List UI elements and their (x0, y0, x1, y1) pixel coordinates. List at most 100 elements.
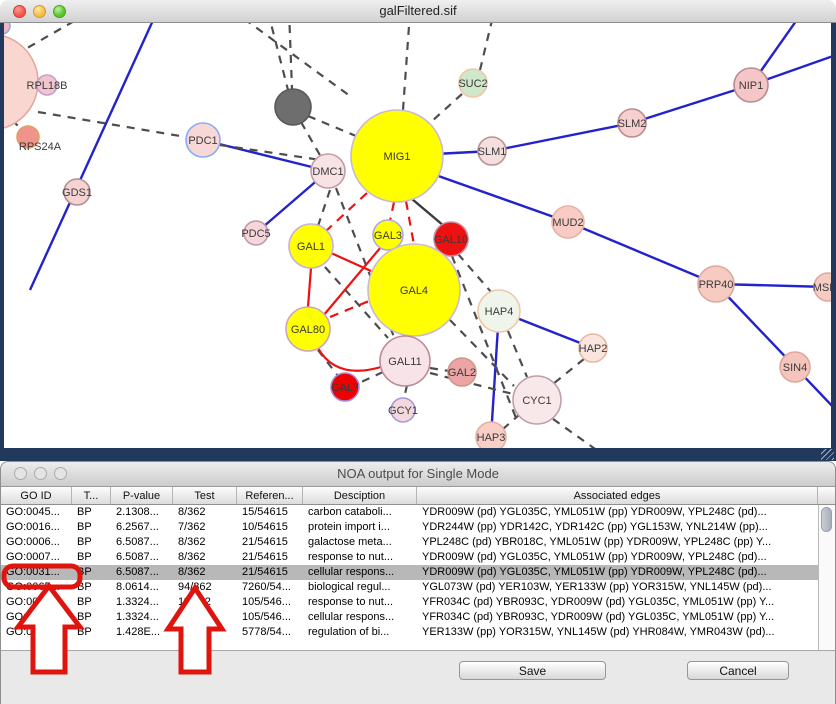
cell-p-value[interactable]: 6.2567... (116, 521, 159, 533)
cell-reference[interactable]: 105/546... (242, 596, 291, 608)
network-node-gal11[interactable] (379, 335, 431, 387)
table-row[interactable]: GO:0031... BP 6.5087... 8/362 21/54615 cellul… (1, 565, 818, 580)
cell-description[interactable]: cellular respons... (308, 566, 395, 578)
cell-description[interactable]: regulation of bi... (308, 626, 390, 638)
cancel-button[interactable]: Cancel (687, 661, 789, 680)
cell-edges[interactable]: YDR009W (pd) YGL035C, YML051W (pp) YDR00… (422, 506, 767, 518)
table-row[interactable]: GO:0031... BP 1.3324... 11/362 105/546... res… (1, 595, 818, 610)
cell-p-value[interactable]: 1.3324... (116, 596, 159, 608)
network-node-slm1[interactable] (477, 136, 507, 166)
column-header-associated-edges[interactable]: Associated edges (417, 487, 818, 504)
cell-edges[interactable]: YDR009W (pd) YGL035C, YML051W (pp) YDR00… (422, 551, 767, 563)
network-node-gcy1[interactable] (390, 397, 416, 423)
cell-description[interactable]: response to nut... (308, 551, 393, 563)
cell-type[interactable]: BP (77, 521, 92, 533)
network-node-hap2[interactable] (578, 333, 608, 363)
network-node-msn[interactable] (813, 272, 836, 302)
network-edge[interactable] (37, 110, 187, 139)
network-node-mud2[interactable] (551, 205, 585, 239)
cell-test[interactable]: 8/362 (178, 566, 206, 578)
table-row[interactable]: GO:0050... BP 1.428E... 80/362 5778/54... reg… (1, 625, 818, 640)
minimize-button[interactable] (33, 5, 46, 18)
network-edge[interactable] (219, 143, 342, 165)
network-node-pdc1[interactable] (185, 122, 221, 158)
cell-test[interactable]: 11/362 (178, 611, 211, 623)
table-row[interactable]: GO:0006... BP 6.5087... 8/362 21/54615 galact… (1, 535, 818, 550)
column-header-description[interactable]: Desciption (303, 487, 417, 504)
table-row[interactable]: GO:0007... BP 6.5087... 8/362 21/54615 respon… (1, 550, 818, 565)
cell-go-id[interactable]: GO:0016... (6, 521, 60, 533)
scrollbar-thumb[interactable] (821, 507, 832, 532)
vertical-scrollbar[interactable] (818, 505, 835, 650)
network-edge[interactable] (506, 330, 529, 378)
network-edge[interactable] (287, 9, 294, 90)
network-canvas[interactable]: RPL18B RPS24A GDS1 PDC1 DMC1 MIG1 SUC2 SLM1 SLM2… (0, 9, 836, 461)
network-edge[interactable] (324, 266, 389, 339)
save-button[interactable]: Save (459, 661, 606, 680)
cell-edges[interactable]: YFR034C (pd) YBR093C, YDR009W (pd) YGL03… (422, 596, 775, 608)
cell-test[interactable]: 8/362 (178, 506, 206, 518)
cell-type[interactable]: BP (77, 611, 92, 623)
network-node-cyc1[interactable] (512, 375, 562, 425)
cell-edges[interactable]: YDR244W (pp) YDR142C, YDR142C (pp) YGL15… (422, 521, 768, 533)
column-header-type[interactable]: T... (72, 487, 111, 504)
cell-type[interactable]: BP (77, 566, 92, 578)
network-edge[interactable] (388, 201, 396, 222)
cell-reference[interactable]: 21/54615 (242, 566, 288, 578)
cell-reference[interactable]: 7260/54... (242, 581, 291, 593)
cell-description[interactable]: protein import i... (308, 521, 390, 533)
network-edge[interactable] (552, 358, 585, 385)
table-row[interactable]: GO:0045... BP 2.1308... 8/362 15/54615 carbon… (1, 505, 818, 520)
cell-p-value[interactable]: 8.0614... (116, 581, 159, 593)
cell-go-id[interactable]: GO:0045... (6, 506, 60, 518)
network-edge[interactable] (306, 267, 313, 308)
network-edge[interactable] (322, 246, 382, 317)
network-edge[interactable] (28, 15, 157, 291)
network-node-mig1[interactable] (350, 109, 444, 203)
network-node-gal1[interactable] (288, 223, 334, 269)
network-edge[interactable] (450, 255, 518, 419)
cell-reference[interactable]: 21/54615 (242, 551, 288, 563)
network-edge[interactable] (429, 366, 450, 373)
cell-go-id[interactable]: GO:0031... (6, 611, 60, 623)
close-button[interactable] (14, 467, 27, 480)
network-node-gds1[interactable] (63, 178, 91, 206)
network-node-hap4[interactable] (477, 289, 521, 333)
noa-window-titlebar[interactable]: NOA output for Single Mode (1, 462, 835, 487)
network-edge[interactable] (307, 114, 357, 138)
network-edge[interactable] (715, 283, 836, 411)
network-node-gal2[interactable] (447, 357, 477, 387)
network-node-rps24a[interactable] (16, 125, 40, 149)
network-node-suc2[interactable] (458, 68, 488, 98)
network-node-gal4[interactable] (367, 243, 461, 337)
cell-test[interactable]: 8/362 (178, 551, 206, 563)
cell-edges[interactable]: YDR009W (pd) YGL035C, YML051W (pp) YDR00… (422, 566, 767, 578)
network-node-gal3[interactable] (372, 219, 404, 251)
cell-p-value[interactable]: 1.428E... (116, 626, 161, 638)
cell-go-id[interactable]: GO:0007... (6, 551, 60, 563)
cell-type[interactable]: BP (77, 536, 92, 548)
cell-p-value[interactable]: 6.5087... (116, 536, 159, 548)
cell-reference[interactable]: 21/54615 (242, 536, 288, 548)
table-row[interactable]: GO:0016... BP 6.2567... 7/362 10/54615 protei… (1, 520, 818, 535)
cell-type[interactable]: BP (77, 626, 92, 638)
table-row[interactable]: GO:0031... BP 1.3324... 11/362 105/546... cel… (1, 610, 818, 625)
network-edge[interactable] (402, 384, 409, 400)
cell-type[interactable]: BP (77, 551, 92, 563)
column-header-p-value[interactable]: P-value (111, 487, 173, 504)
network-node-pdc5[interactable] (243, 220, 269, 246)
network-edge[interactable] (491, 121, 633, 153)
cell-go-id[interactable]: GO:0065... (6, 581, 60, 593)
cell-p-value[interactable]: 1.3324... (116, 611, 159, 623)
network-edge[interactable] (325, 192, 368, 232)
cell-type[interactable]: BP (77, 506, 92, 518)
network-graph[interactable]: RPL18B RPS24A GDS1 PDC1 DMC1 MIG1 SUC2 SLM1 SLM2… (0, 9, 836, 461)
cell-type[interactable]: BP (77, 596, 92, 608)
cell-p-value[interactable]: 6.5087... (116, 551, 159, 563)
close-button[interactable] (13, 5, 26, 18)
network-edge[interactable] (631, 83, 752, 125)
network-edge[interactable] (457, 253, 493, 294)
network-edge[interactable] (330, 251, 372, 273)
network-edge[interactable] (430, 93, 463, 123)
network-edge[interactable] (334, 187, 396, 338)
